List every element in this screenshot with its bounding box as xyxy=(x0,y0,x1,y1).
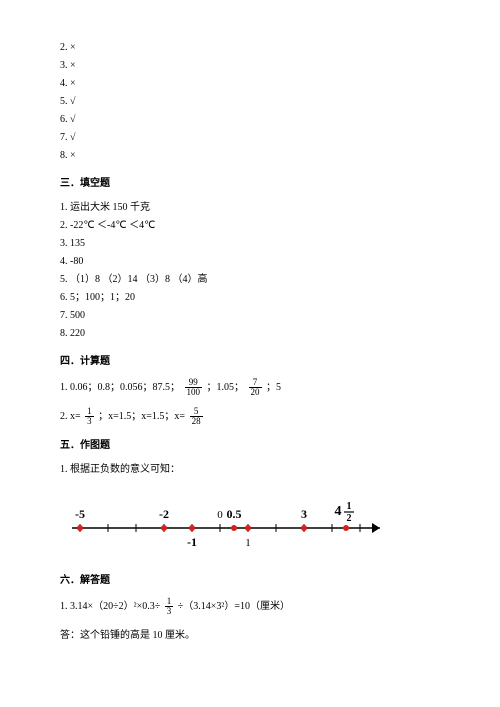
tf-mark: √ xyxy=(70,96,76,107)
number-line-container: -5-200.53412-11 xyxy=(60,493,440,558)
calc-text: ；x=1.5；x=1.5；x= xyxy=(98,411,185,422)
number-line-svg: -5-200.53412-11 xyxy=(60,493,400,558)
svg-text:3: 3 xyxy=(301,507,307,521)
frac-den: 20 xyxy=(249,388,262,397)
tf-num: 3. xyxy=(60,60,68,71)
frac-den: 3 xyxy=(85,417,94,426)
fraction: 528 xyxy=(190,407,203,426)
section3-title: 三．填空题 xyxy=(60,176,440,192)
fill-item: 4. -80 xyxy=(60,254,440,270)
tf-num: 2. xyxy=(60,42,68,53)
frac-den: 28 xyxy=(190,417,203,426)
section4-title: 四．计算题 xyxy=(60,354,440,370)
svg-text:0: 0 xyxy=(217,509,223,521)
tf-num: 6. xyxy=(60,114,68,125)
tf-list: 2. × 3. × 4. × 5. √ 6. √ 7. √ 8. × xyxy=(60,40,440,164)
svg-text:-5: -5 xyxy=(75,507,85,521)
section3-list: 1. 运出大米 150 千克 2. -22℃ ＜-4℃ ＜4℃ 3. 135 4… xyxy=(60,200,440,342)
section6-title: 六．解答题 xyxy=(60,573,440,589)
frac-den: 100 xyxy=(185,388,203,397)
svg-text:0.5: 0.5 xyxy=(227,507,242,521)
tf-item: 2. × xyxy=(60,40,440,56)
solve-answer: 答：这个铅锤的高是 10 厘米。 xyxy=(60,628,440,644)
fill-item: 1. 运出大米 150 千克 xyxy=(60,200,440,216)
tf-item: 5. √ xyxy=(60,94,440,110)
tf-num: 7. xyxy=(60,132,68,143)
svg-text:4: 4 xyxy=(335,504,342,519)
svg-text:1: 1 xyxy=(347,501,352,512)
solve-q1: 1. 3.14×（20÷2）²×0.3÷ 13 ÷（3.14×3²）=10（厘米… xyxy=(60,597,440,616)
svg-text:2: 2 xyxy=(347,513,352,524)
section5-text: 1. 根据正负数的意义可知： xyxy=(60,462,440,478)
tf-item: 3. × xyxy=(60,58,440,74)
svg-text:-2: -2 xyxy=(159,507,169,521)
tf-num: 4. xyxy=(60,78,68,89)
fill-item: 5. （1）8 （2）14 （3）8 （4）高 xyxy=(60,272,440,288)
fill-item: 7. 500 xyxy=(60,308,440,324)
tf-mark: × xyxy=(70,42,76,53)
fraction: 13 xyxy=(165,597,174,616)
fraction: 99100 xyxy=(185,378,203,397)
fraction: 720 xyxy=(249,378,262,397)
tf-num: 8. xyxy=(60,150,68,161)
fill-item: 6. 5；100；1；20 xyxy=(60,290,440,306)
calc-text: 2. x= xyxy=(60,411,81,422)
calc-text: ；1.05； xyxy=(207,382,245,393)
tf-mark: × xyxy=(70,150,76,161)
calc-q1: 1. 0.06；0.8；0.056；87.5； 99100 ；1.05； 720… xyxy=(60,378,440,397)
tf-item: 8. × xyxy=(60,148,440,164)
solve-text: 1. 3.14×（20÷2）²×0.3÷ xyxy=(60,601,160,612)
tf-mark: × xyxy=(70,78,76,89)
fill-item: 3. 135 xyxy=(60,236,440,252)
section5-title: 五．作图题 xyxy=(60,438,440,454)
tf-mark: × xyxy=(70,60,76,71)
svg-text:1: 1 xyxy=(245,537,251,549)
calc-text: ；5 xyxy=(266,382,281,393)
calc-text: 1. 0.06；0.8；0.056；87.5； xyxy=(60,382,180,393)
fill-item: 8. 220 xyxy=(60,326,440,342)
tf-item: 6. √ xyxy=(60,112,440,128)
calc-q2: 2. x= 13 ；x=1.5；x=1.5；x= 528 xyxy=(60,407,440,426)
tf-item: 7. √ xyxy=(60,130,440,146)
tf-num: 5. xyxy=(60,96,68,107)
fill-item: 2. -22℃ ＜-4℃ ＜4℃ xyxy=(60,218,440,234)
tf-mark: √ xyxy=(70,132,76,143)
tf-item: 4. × xyxy=(60,76,440,92)
svg-text:-1: -1 xyxy=(187,535,197,549)
fraction: 13 xyxy=(85,407,94,426)
solve-text: ÷（3.14×3²）=10（厘米） xyxy=(178,601,290,612)
tf-mark: √ xyxy=(70,114,76,125)
frac-den: 3 xyxy=(165,607,174,616)
